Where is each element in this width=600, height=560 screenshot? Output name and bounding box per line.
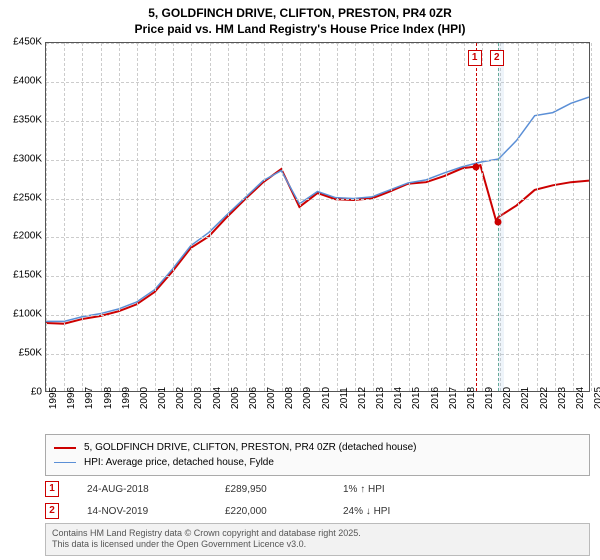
y-tick-label: £100K [13,309,42,320]
x-tick-label: 1995 [48,387,59,409]
x-tick-label: 2009 [302,387,313,409]
x-tick-label: 2010 [321,387,332,409]
y-tick-label: £50K [19,348,42,359]
footer-line-2: This data is licensed under the Open Gov… [52,539,583,550]
sale-point-1 [472,164,479,171]
sale-marker-1: 1 [45,481,59,497]
x-tick-label: 1996 [66,387,77,409]
x-tick-label: 2025 [593,387,600,409]
x-tick-label: 2023 [557,387,568,409]
x-tick-label: 2013 [375,387,386,409]
x-tick-label: 2006 [248,387,259,409]
x-tick-label: 2012 [357,387,368,409]
x-tick-label: 2002 [175,387,186,409]
x-tick-label: 2008 [284,387,295,409]
x-axis: 1995199619971998199920002001200220032004… [45,394,590,434]
sale-point-2 [494,218,501,225]
sale-price: £220,000 [225,506,315,517]
x-tick-label: 2014 [393,387,404,409]
x-tick-label: 1999 [121,387,132,409]
chart-svg [46,43,589,391]
x-tick-label: 2018 [466,387,477,409]
legend-row: 5, GOLDFINCH DRIVE, CLIFTON, PRESTON, PR… [54,440,581,455]
x-tick-label: 2011 [339,387,350,409]
legend-label-property: 5, GOLDFINCH DRIVE, CLIFTON, PRESTON, PR… [84,440,417,455]
footer-attribution: Contains HM Land Registry data © Crown c… [45,523,590,556]
chart-marker-2: 2 [490,50,504,66]
legend-swatch-hpi [54,462,76,463]
x-tick-label: 2005 [230,387,241,409]
x-tick-label: 2020 [502,387,513,409]
footer-line-1: Contains HM Land Registry data © Crown c… [52,528,583,539]
x-tick-label: 2001 [157,387,168,409]
chart-title: 5, GOLDFINCH DRIVE, CLIFTON, PRESTON, PR… [0,0,600,37]
x-tick-label: 2000 [139,387,150,409]
sale-row: 2 14-NOV-2019 £220,000 24% ↓ HPI [45,500,590,522]
y-tick-label: £450K [13,37,42,48]
x-tick-label: 2019 [484,387,495,409]
x-tick-label: 2015 [411,387,422,409]
sale-row: 1 24-AUG-2018 £289,950 1% ↑ HPI [45,478,590,500]
sale-hpi: 24% ↓ HPI [343,506,463,517]
x-tick-label: 2016 [430,387,441,409]
x-tick-label: 2017 [448,387,459,409]
sales-table: 1 24-AUG-2018 £289,950 1% ↑ HPI 2 14-NOV… [45,478,590,522]
y-axis: £0£50K£100K£150K£200K£250K£300K£350K£400… [0,42,44,392]
y-tick-label: £300K [13,153,42,164]
x-tick-label: 2022 [539,387,550,409]
x-tick-label: 2003 [193,387,204,409]
sale-marker-2: 2 [45,503,59,519]
x-tick-label: 2021 [520,387,531,409]
title-line-2: Price paid vs. HM Land Registry's House … [0,22,600,38]
series-property [46,165,589,324]
plot-area [45,42,590,392]
legend: 5, GOLDFINCH DRIVE, CLIFTON, PRESTON, PR… [45,434,590,476]
y-tick-label: £0 [31,387,42,398]
chart-container: 5, GOLDFINCH DRIVE, CLIFTON, PRESTON, PR… [0,0,600,560]
y-tick-label: £200K [13,231,42,242]
legend-swatch-property [54,447,76,449]
x-tick-label: 2024 [575,387,586,409]
legend-label-hpi: HPI: Average price, detached house, Fyld… [84,455,274,470]
title-line-1: 5, GOLDFINCH DRIVE, CLIFTON, PRESTON, PR… [0,6,600,22]
y-tick-label: £350K [13,114,42,125]
x-tick-label: 2004 [212,387,223,409]
sale-date: 14-NOV-2019 [87,506,197,517]
sale-hpi: 1% ↑ HPI [343,484,463,495]
series-hpi [46,97,589,321]
y-tick-label: £400K [13,75,42,86]
y-tick-label: £250K [13,192,42,203]
x-tick-label: 2007 [266,387,277,409]
sale-price: £289,950 [225,484,315,495]
legend-row: HPI: Average price, detached house, Fyld… [54,455,581,470]
x-tick-label: 1997 [84,387,95,409]
x-tick-label: 1998 [103,387,114,409]
sale-date: 24-AUG-2018 [87,484,197,495]
y-tick-label: £150K [13,270,42,281]
chart-marker-1: 1 [468,50,482,66]
